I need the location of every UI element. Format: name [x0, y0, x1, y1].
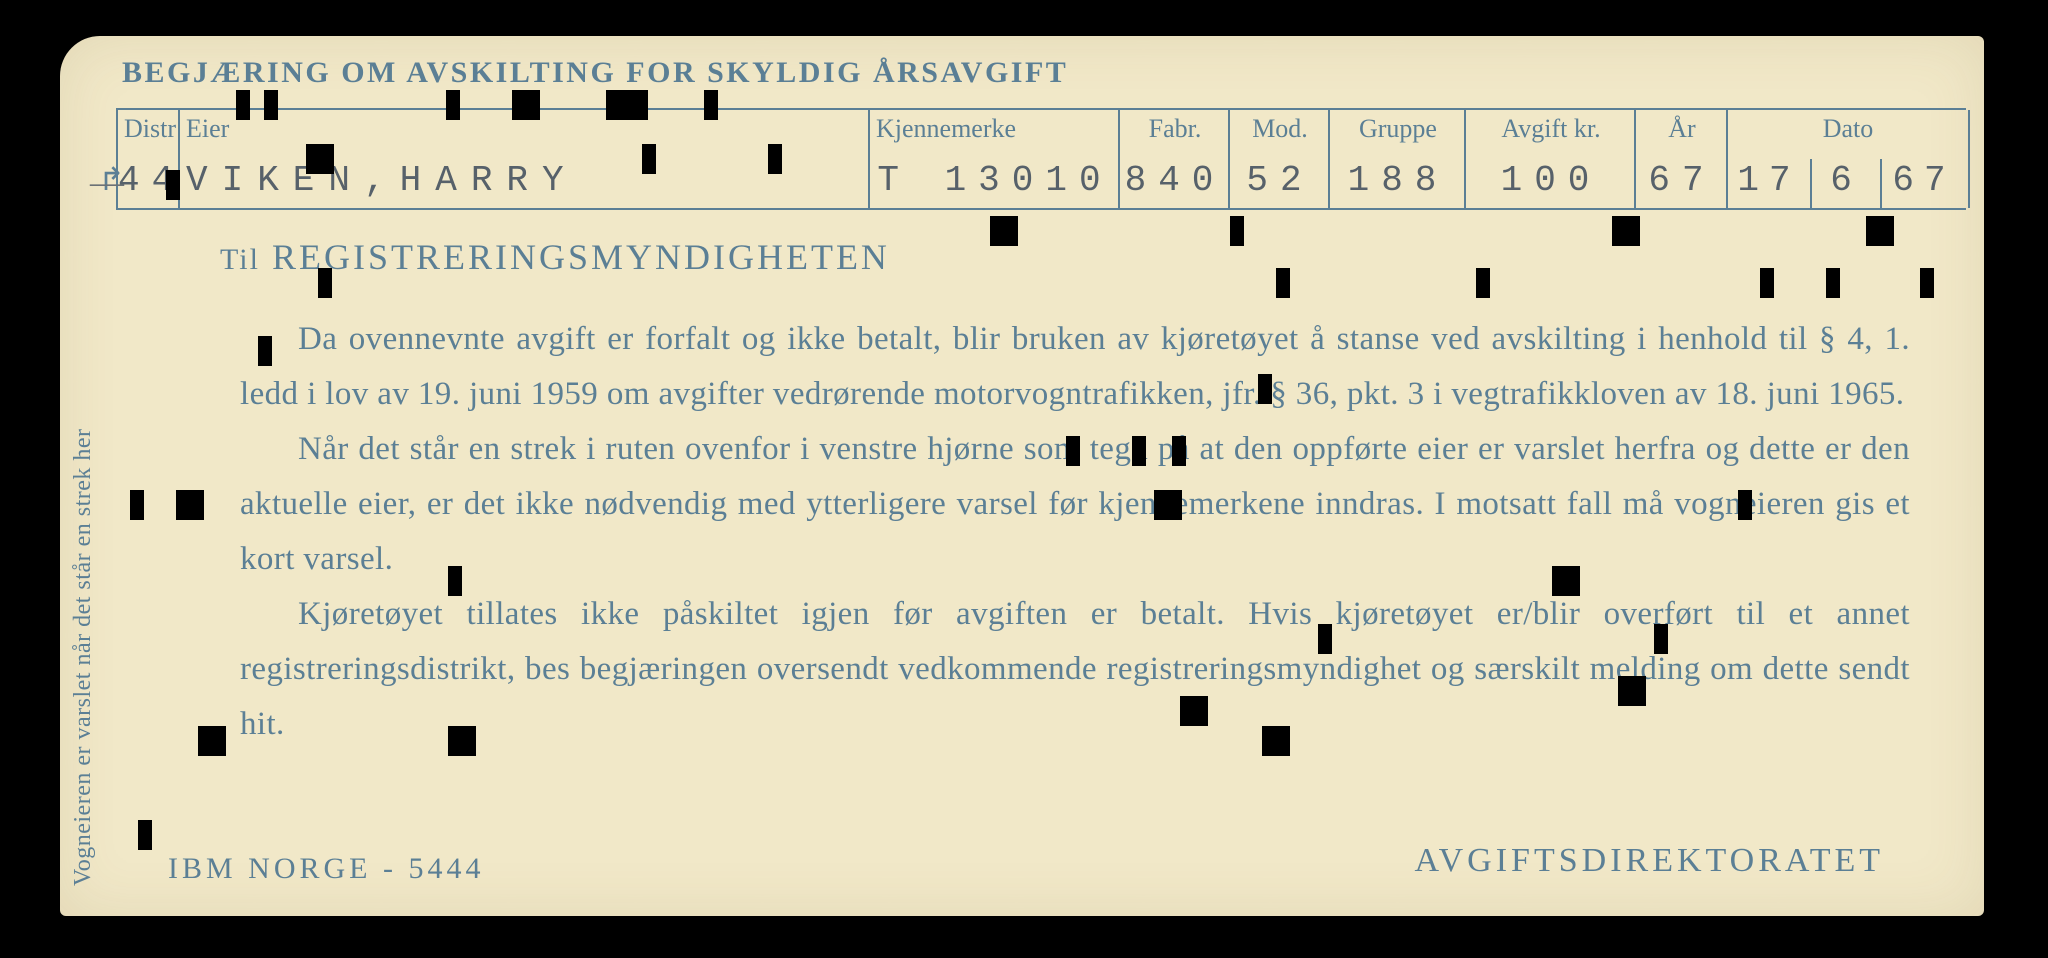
body-text: Da ovennevnte avgift er forfalt og ikke …: [240, 312, 1910, 752]
col-val-dato-d: 17: [1728, 160, 1810, 201]
punch-hole: [1230, 216, 1244, 246]
punch-hole: [1476, 268, 1490, 298]
punch-hole: [258, 336, 272, 366]
punch-hole: [1262, 726, 1276, 756]
paragraph-1: Da ovennevnte avgift er forfalt og ikke …: [240, 312, 1910, 422]
addressee-prefix: Til: [220, 243, 260, 276]
punch-hole: [166, 170, 180, 200]
side-note: Vogneieren er varslet når det står en st…: [70, 428, 97, 886]
col-hdr-aar: År: [1636, 114, 1728, 144]
punch-hole: [1154, 490, 1168, 520]
punch-hole: [448, 726, 462, 756]
punch-hole: [1258, 374, 1272, 404]
punch-hole: [1738, 490, 1752, 520]
punch-hole: [1132, 436, 1146, 466]
footer-agency: AVGIFTSDIREKTORATET: [1414, 842, 1884, 880]
punch-hole: [212, 726, 226, 756]
punch-hole: [1866, 216, 1880, 246]
paragraph-3: Kjøretøyet tillates ikke påskiltet igjen…: [240, 587, 1910, 752]
punch-hole: [264, 90, 278, 120]
punch-hole: [1760, 268, 1774, 298]
punch-hole: [462, 726, 476, 756]
punch-hole: [1276, 726, 1290, 756]
punch-hole: [1612, 216, 1626, 246]
col-hdr-distr: Distr: [118, 114, 186, 144]
footer-form-code: IBM NORGE - 5444: [168, 852, 485, 886]
punch-hole: [526, 90, 540, 120]
punch-hole: [190, 490, 204, 520]
punch-hole: [768, 144, 782, 174]
punch-hole: [1318, 624, 1332, 654]
punch-hole: [306, 144, 320, 174]
punch-hole: [1566, 566, 1580, 596]
punch-hole: [320, 144, 334, 174]
punch-hole: [1920, 268, 1934, 298]
col-hdr-fabr: Fabr.: [1120, 114, 1230, 144]
col-val-mod: 52: [1230, 160, 1330, 201]
punch-hole: [1626, 216, 1640, 246]
punch-hole: [1654, 624, 1668, 654]
punch-hole: [1194, 696, 1208, 726]
punch-hole: [176, 490, 190, 520]
punch-hole: [198, 726, 212, 756]
punch-hole: [1826, 268, 1840, 298]
dash-mark: —: [90, 164, 124, 202]
punch-hole: [236, 90, 250, 120]
punch-hole: [1180, 696, 1194, 726]
col-hdr-dato: Dato: [1728, 114, 1968, 144]
punch-card: BEGJÆRING OM AVSKILTING FOR SKYLDIG ÅRSA…: [60, 36, 1984, 916]
punch-hole: [512, 90, 526, 120]
col-val-avgift: 100: [1466, 160, 1636, 201]
col-hdr-gruppe: Gruppe: [1330, 114, 1466, 144]
col-val-fabr: 840: [1120, 160, 1230, 201]
punch-hole: [606, 90, 620, 120]
punch-hole: [446, 90, 460, 120]
form-title: BEGJÆRING OM AVSKILTING FOR SKYLDIG ÅRSA…: [122, 56, 1068, 90]
punch-hole: [1880, 216, 1894, 246]
punch-hole: [634, 90, 648, 120]
punch-hole: [1168, 490, 1182, 520]
col-val-kjennemerke: T 13010: [870, 160, 1120, 201]
punch-hole: [704, 90, 718, 120]
col-val-dato-m: 6: [1810, 160, 1880, 201]
col-hdr-kjennemerke: Kjennemerke: [870, 114, 1126, 144]
punch-hole: [1552, 566, 1566, 596]
punch-hole: [642, 144, 656, 174]
punch-hole: [1276, 268, 1290, 298]
punch-hole: [620, 90, 634, 120]
punch-hole: [138, 820, 152, 850]
col-hdr-mod: Mod.: [1230, 114, 1330, 144]
punch-hole: [1618, 676, 1632, 706]
addressee-main: REGISTRERINGSMYNDIGHETEN: [272, 237, 890, 277]
punch-hole: [130, 490, 144, 520]
col-val-aar: 67: [1636, 160, 1728, 201]
punch-hole: [1066, 436, 1080, 466]
col-hdr-avgift: Avgift kr.: [1466, 114, 1636, 144]
punch-hole: [990, 216, 1004, 246]
punch-hole: [1632, 676, 1646, 706]
punch-hole: [448, 566, 462, 596]
col-val-dato-y: 67: [1880, 160, 1968, 201]
col-val-gruppe: 188: [1330, 160, 1466, 201]
data-table: Distr 44 Eier VIKEN,HARRY Kjennemerke T …: [116, 108, 1966, 210]
punch-hole: [318, 268, 332, 298]
punch-hole: [1172, 436, 1186, 466]
punch-hole: [1004, 216, 1018, 246]
